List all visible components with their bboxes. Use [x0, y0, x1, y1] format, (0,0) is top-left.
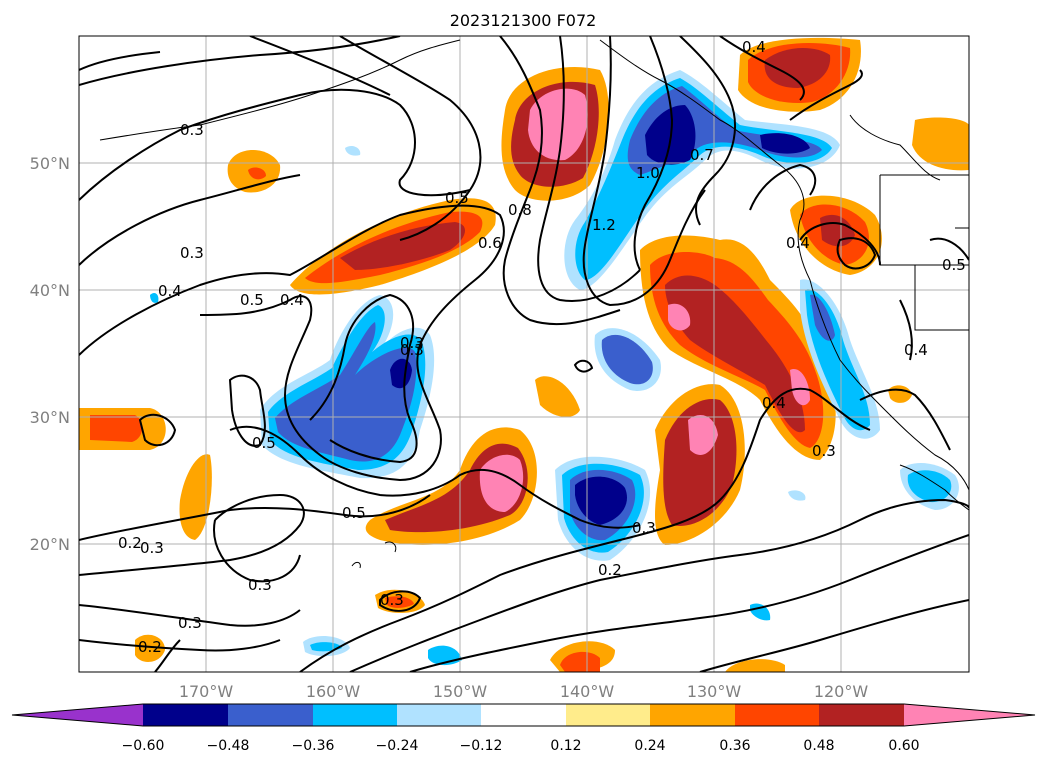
longitude-labels: 170°W 160°W 150°W 140°W 130°W 120°W	[179, 682, 869, 701]
contour-label: 1.2	[592, 216, 616, 234]
colorbar-tick-label: 0.48	[803, 738, 834, 754]
contour-label: 0.5	[240, 291, 264, 309]
contour-label: 0.4	[904, 341, 928, 359]
contour-label: 0.5	[342, 504, 366, 522]
contour-label: 0.3	[632, 519, 656, 537]
negative-anomaly-fills	[150, 70, 959, 666]
positive-anomaly-fills	[79, 37, 969, 672]
contour-label: 0.3	[178, 614, 202, 632]
contour-label: 0.4	[742, 38, 766, 56]
contour-label: 0.3	[812, 442, 836, 460]
contour-label: 0.2	[598, 561, 622, 579]
contour-label: 0.6	[478, 234, 502, 252]
colorbar-segment	[228, 704, 313, 726]
contour-label: 0.3	[400, 341, 424, 359]
contour-label: 0.4	[762, 394, 786, 412]
lat-label-50n: 50°N	[30, 154, 70, 173]
lon-label-150w: 150°W	[433, 682, 488, 701]
colorbar-segment	[650, 704, 735, 726]
colorbar-tick-label: −0.12	[460, 738, 503, 754]
contour-label: 0.4	[158, 282, 182, 300]
contour-label: 0.3	[248, 576, 272, 594]
colorbar-tick-label: 0.24	[634, 738, 665, 754]
colorbar-segment	[735, 704, 819, 726]
colorbar-tick-label: −0.60	[122, 738, 165, 754]
lon-label-170w: 170°W	[179, 682, 234, 701]
contour-label: 0.5	[942, 256, 966, 274]
colorbar-segment	[481, 704, 566, 726]
colorbar-tick-label: −0.24	[376, 738, 419, 754]
contour-label: 1.0	[636, 164, 660, 182]
contour-label-group: 0.3 0.3 0.4 0.5 0.4 0.5 0.6 0.8 1.2 1.0 …	[118, 38, 966, 656]
colorbar-outline	[11, 703, 1036, 727]
colorbar-segment	[313, 704, 397, 726]
lon-label-130w: 130°W	[687, 682, 742, 701]
lon-label-120w: 120°W	[814, 682, 869, 701]
contour-label: 0.5	[252, 434, 276, 452]
contour-lines	[79, 36, 969, 672]
colorbar-segment	[143, 704, 228, 726]
colorbar-tick-label: 0.60	[888, 738, 919, 754]
contour-label: 0.2	[118, 534, 142, 552]
contour-label: 0.3	[180, 244, 204, 262]
contour-label: 0.7	[690, 146, 714, 164]
contour-label: 0.3	[140, 539, 164, 557]
colorbar-segment	[819, 704, 904, 726]
contour-label: 0.8	[508, 201, 532, 219]
colorbar-segment	[397, 704, 481, 726]
map-title: 2023121300 F072	[450, 11, 597, 30]
latitude-labels: 50°N 40°N 30°N 20°N	[30, 154, 70, 554]
colorbar: −0.60 −0.48 −0.36 −0.24 −0.12 0.12 0.24 …	[11, 703, 1036, 754]
lat-label-40n: 40°N	[30, 281, 70, 300]
graticule	[79, 36, 969, 672]
lon-label-140w: 140°W	[560, 682, 615, 701]
contour-label: 0.5	[445, 189, 469, 207]
contour-label: 0.2	[138, 638, 162, 656]
contour-label: 0.4	[280, 291, 304, 309]
contour-label: 0.3	[400, 334, 424, 352]
map-frame	[78, 35, 970, 673]
colorbar-tick-label: 0.36	[719, 738, 750, 754]
lat-label-20n: 20°N	[30, 535, 70, 554]
colorbar-segment	[566, 704, 650, 726]
contour-label: 0.4	[786, 234, 810, 252]
colorbar-tick-label: −0.48	[207, 738, 250, 754]
contour-label: 0.3	[180, 121, 204, 139]
lat-label-30n: 30°N	[30, 408, 70, 427]
lon-label-160w: 160°W	[306, 682, 361, 701]
colorbar-extend-high	[904, 704, 1035, 726]
coastlines	[99, 39, 969, 569]
colorbar-tick-label: 0.12	[550, 738, 581, 754]
colorbar-extend-low	[12, 704, 143, 726]
map-panel: 0.3 0.3 0.4 0.5 0.4 0.5 0.6 0.8 1.2 1.0 …	[79, 36, 969, 672]
contour-label: 0.3	[380, 591, 404, 609]
colorbar-tick-label: −0.36	[292, 738, 335, 754]
